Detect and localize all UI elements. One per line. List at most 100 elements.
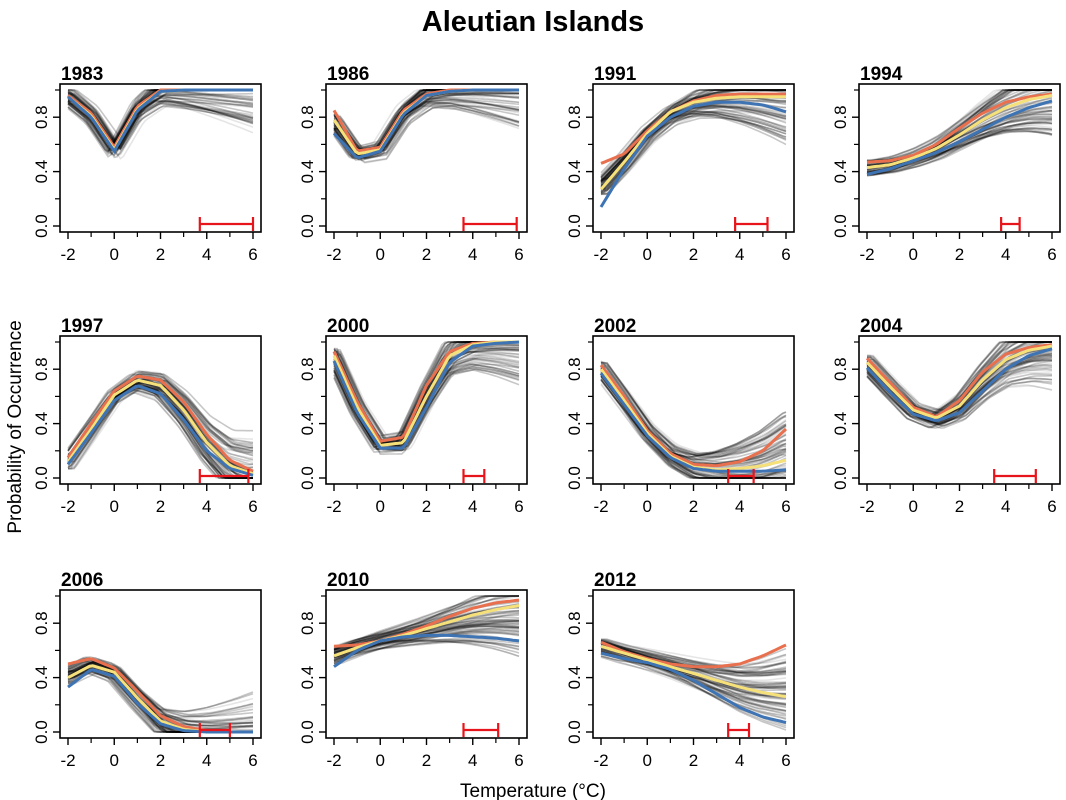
summary-curve-3 [865, 347, 1053, 422]
posterior-draw-line [333, 626, 520, 664]
x-tick-label: 6 [248, 751, 257, 770]
posterior-draw-line [600, 379, 787, 458]
y-tick-label: 0.0 [298, 720, 317, 744]
posterior-draw-line [866, 341, 1052, 419]
figure-title: Aleutian Islands [422, 6, 644, 38]
posterior-draw-line [600, 641, 787, 675]
posterior-draw-line [68, 90, 254, 148]
summary-curve-2 [600, 644, 787, 699]
posterior-draw-line [67, 656, 254, 718]
x-tick-label: 2 [422, 751, 431, 770]
x-tick-label: 4 [468, 497, 477, 516]
x-tick-label: -2 [326, 497, 341, 516]
posterior-draw-line [601, 364, 787, 454]
x-tick-label: 2 [422, 245, 431, 264]
x-tick-label: 0 [909, 497, 918, 516]
observed-range-bar [1000, 217, 1021, 231]
posterior-draw-line [600, 112, 787, 182]
posterior-draw-line [600, 639, 787, 719]
posterior-draw-line [600, 640, 787, 715]
x-tick-label: 2 [422, 497, 431, 516]
posterior-draw-line [67, 99, 254, 157]
posterior-draw-line [600, 377, 787, 479]
summary-curve-3 [332, 88, 519, 160]
posterior-draws [600, 360, 787, 479]
posterior-draw-line [333, 350, 520, 448]
posterior-draw-line [68, 89, 254, 148]
posterior-draw-line [866, 341, 1052, 422]
posterior-draw-line [67, 383, 253, 479]
y-axis-label: Probability of Occurrence [5, 320, 26, 533]
x-tick-label: -2 [593, 497, 608, 516]
panel-2006: -2 0 2 4 6 0.0 0.4 0.8 2006 [32, 570, 262, 770]
summary-curve-1 [866, 92, 1053, 164]
x-tick-label: -2 [60, 245, 75, 264]
posterior-draw-line [334, 104, 520, 164]
y-tick-label: 0.0 [831, 214, 850, 238]
x-tick-label: -2 [593, 245, 608, 264]
posterior-draw-line [600, 110, 787, 177]
posterior-draw-line [600, 363, 787, 457]
posterior-draw-line [866, 341, 1052, 411]
summary-curve-3 [332, 340, 520, 450]
posterior-draw-line [67, 100, 254, 158]
y-tick-label: 0.4 [32, 666, 51, 690]
posterior-draw-line [67, 100, 254, 155]
summary-curve-2 [599, 95, 786, 191]
posterior-draw-line [601, 109, 787, 194]
posterior-draw-line [333, 595, 519, 651]
y-tick-label: 0.4 [32, 412, 51, 436]
posterior-draw-line [600, 655, 787, 675]
summary-curve-2 [333, 604, 520, 658]
x-tick-label: 2 [156, 751, 165, 770]
posterior-draw-line [601, 643, 787, 687]
panel-2012: -2 0 2 4 6 0.0 0.4 0.8 2012 [565, 570, 795, 770]
posterior-draw-line [600, 654, 787, 713]
posterior-draw-line [333, 628, 519, 663]
y-tick-label: 0.0 [32, 214, 51, 238]
summary-curve-3 [866, 99, 1053, 176]
x-tick-label: 6 [514, 497, 523, 516]
y-tick-label: 0.8 [831, 105, 850, 129]
posterior-draw-line [68, 664, 254, 723]
posterior-draw-line [600, 114, 787, 191]
posterior-draw-line [600, 378, 787, 479]
posterior-draw-line [600, 641, 787, 689]
x-tick-label: 2 [156, 245, 165, 264]
x-tick-label: 4 [1001, 245, 1010, 264]
posterior-draw-line [334, 100, 520, 159]
y-tick-label: 0.4 [831, 160, 850, 184]
posterior-draw-line [600, 117, 787, 191]
summary-curve-1 [333, 598, 520, 648]
posterior-draw-line [600, 639, 787, 674]
posterior-draw-line [600, 652, 787, 720]
panel-2002: -2 0 2 4 6 0.0 0.4 0.8 2002 [565, 316, 795, 516]
x-tick-label: 4 [202, 497, 211, 516]
posterior-draw-line [67, 661, 254, 713]
x-tick-label: 4 [735, 245, 744, 264]
y-tick-label: 0.0 [565, 214, 584, 238]
posterior-draw-line [333, 595, 519, 655]
posterior-draw-line [333, 363, 520, 451]
posterior-draw-line [866, 367, 1053, 429]
observed-range-bar [198, 469, 250, 483]
posterior-draw-line [334, 104, 520, 164]
posterior-draw-line [866, 362, 1053, 426]
x-tick-label: 2 [955, 497, 964, 516]
observed-range-bar [993, 469, 1037, 483]
observed-range-bar [734, 217, 769, 231]
posterior-draw-line [600, 376, 787, 479]
posterior-draw-line [333, 89, 520, 161]
posterior-draw-line [333, 348, 520, 444]
posterior-draw-line [67, 98, 254, 153]
posterior-draw-line [600, 376, 787, 479]
y-tick-label: 0.0 [298, 214, 317, 238]
summary-curve-3 [67, 88, 253, 155]
observed-range-bar [727, 723, 751, 737]
summary-curve-3 [66, 384, 254, 477]
x-tick-label: 6 [781, 245, 790, 264]
posterior-draw-line [600, 379, 787, 459]
posterior-draw-line [866, 341, 1052, 418]
panel-1994: -2 0 2 4 6 0.0 0.4 0.8 1994 [831, 64, 1061, 264]
